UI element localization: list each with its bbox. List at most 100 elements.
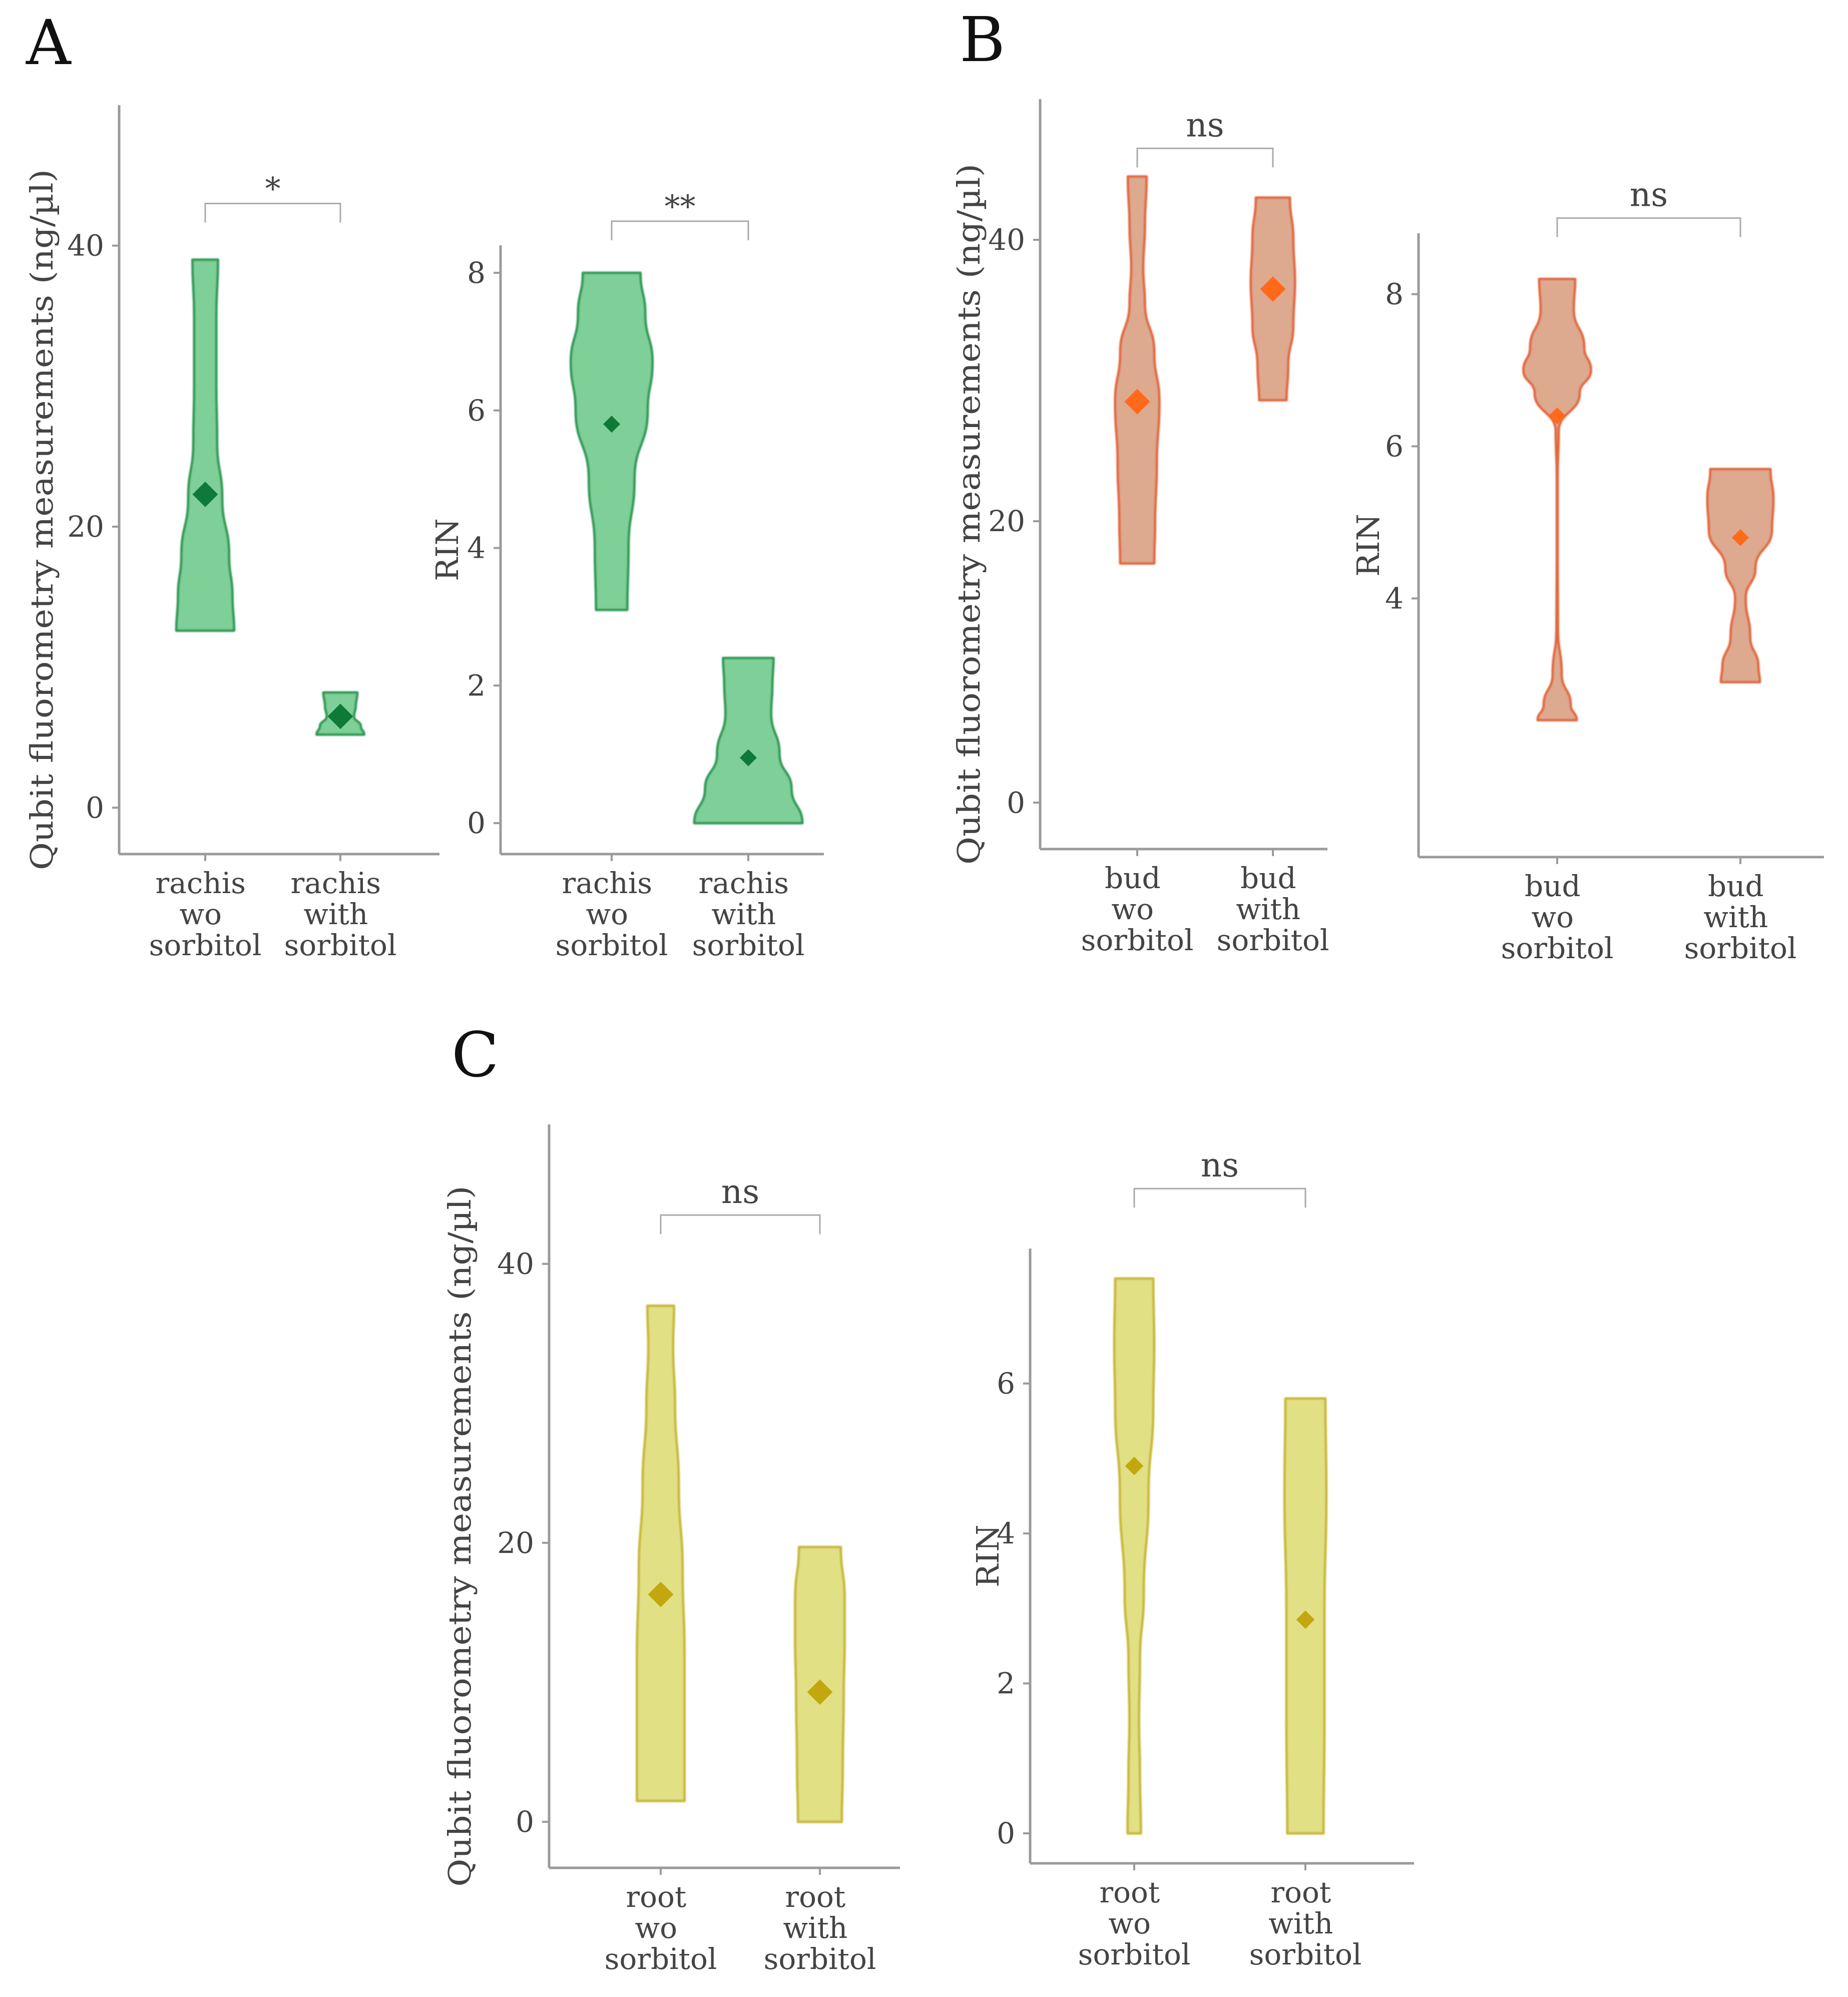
y-tick-label: 0 <box>86 790 104 825</box>
x-tick-label: bud wo sorbitol <box>1081 861 1194 957</box>
mean-marker <box>740 749 757 766</box>
violin-wo-sorbitol <box>569 271 654 611</box>
panel-label-c: C <box>451 1019 499 1091</box>
violin-wo-sorbitol <box>175 258 236 632</box>
chart-c-qubit: Qubit fluorometry measurements (ng/µl) 0… <box>441 1124 900 1976</box>
x-label-line: wo <box>1531 900 1574 934</box>
y-axis-title: Qubit fluorometry measurements (ng/µl) <box>951 164 987 865</box>
x-tick-label: bud wo sorbitol <box>1501 869 1614 965</box>
y-axis-title: Qubit fluorometry measurements (ng/µl) <box>24 169 60 870</box>
x-label-line: sorbitol <box>284 928 397 962</box>
x-tick-label: root with sorbitol <box>764 1880 876 1976</box>
y-tick-label: 8 <box>467 256 486 290</box>
y-axis-title: RIN <box>1350 514 1387 576</box>
x-axis: bud wo sorbitol bud with sorbitol <box>1040 848 1329 957</box>
violin-wo-sorbitol <box>635 1304 686 1802</box>
x-label-line: rachis <box>562 866 652 900</box>
x-tick-label: root with sorbitol <box>1249 1875 1362 1971</box>
mean-marker <box>192 482 218 507</box>
x-label-line: root <box>626 1880 686 1914</box>
y-axis: RIN 0 2 4 6 8 <box>429 245 502 854</box>
violin-with-sorbitol <box>693 656 804 825</box>
significance-label: ns <box>1201 1146 1239 1184</box>
x-axis: root wo sorbitol root with sorbitol <box>1030 1862 1414 1971</box>
x-label-line: root <box>785 1880 845 1914</box>
y-tick-label: 40 <box>988 223 1025 257</box>
x-label-line: bud <box>1708 869 1764 903</box>
x-label-line: sorbitol <box>1078 1937 1191 1971</box>
violins <box>569 271 804 825</box>
chart-a-rin: RIN 0 2 4 6 8 rachis wo sorbitol rachis … <box>429 188 824 962</box>
significance-bracket: ns <box>1556 176 1741 237</box>
panel-label-b: B <box>960 4 1005 76</box>
y-tick-label: 0 <box>1007 785 1025 820</box>
x-tick-label: root wo sorbitol <box>605 1880 717 1976</box>
x-axis: bud wo sorbitol bud with sorbitol <box>1419 856 1824 965</box>
x-label-line: root <box>1099 1875 1160 1909</box>
x-label-line: with <box>1703 900 1768 934</box>
x-label-line: wo <box>1108 1906 1151 1940</box>
violin-wo-sorbitol <box>1113 1277 1156 1835</box>
x-label-line: with <box>303 897 368 931</box>
y-tick-label: 2 <box>997 1667 1015 1701</box>
significance-label: ns <box>1630 176 1668 214</box>
y-axis: Qubit fluorometry measurements (ng/µl) 0… <box>24 105 121 870</box>
y-tick-label: 40 <box>67 229 104 263</box>
x-label-line: with <box>711 897 776 931</box>
y-tick-label: 8 <box>1385 277 1404 311</box>
y-tick-label: 6 <box>467 393 486 428</box>
x-label-line: sorbitol <box>1249 1937 1362 1971</box>
mean-marker <box>1732 529 1749 546</box>
x-label-line: sorbitol <box>1684 931 1797 965</box>
y-axis-title: Qubit fluorometry measurements (ng/µl) <box>441 1186 478 1887</box>
bracket-line <box>1136 147 1274 168</box>
x-label-line: rachis <box>156 866 246 900</box>
bracket-line <box>660 1214 821 1235</box>
x-label-line: wo <box>635 1911 677 1945</box>
y-tick-label: 0 <box>997 1816 1015 1850</box>
chart-b-rin: RIN 4 6 8 bud wo sorbitol bud with sorbi… <box>1350 176 1824 965</box>
y-tick-label: 6 <box>1385 429 1404 463</box>
x-axis: rachis wo sorbitol rachis with sorbitol <box>501 853 824 962</box>
significance-bracket: ns <box>1133 1146 1306 1208</box>
x-label-line: rachis <box>699 866 789 900</box>
y-tick-label: 20 <box>497 1526 534 1560</box>
violins <box>175 258 366 736</box>
x-label-line: sorbitol <box>1501 931 1614 965</box>
chart-c-rin: RIN 0 2 4 6 root wo sorbitol root with s… <box>970 1146 1414 1971</box>
x-label-line: rachis <box>291 866 381 900</box>
violins <box>1113 1277 1328 1835</box>
x-tick-label: rachis with sorbitol <box>692 866 805 962</box>
chart-b-qubit: Qubit fluorometry measurements (ng/µl) 0… <box>951 99 1329 957</box>
x-tick-label: bud with sorbitol <box>1684 869 1797 965</box>
y-tick-label: 20 <box>988 504 1025 538</box>
x-axis: rachis wo sorbitol rachis with sorbitol <box>119 853 439 962</box>
y-axis: RIN 0 2 4 6 <box>970 1249 1032 1863</box>
violin-with-sorbitol <box>1706 468 1775 683</box>
violin-wo-sorbitol <box>1522 277 1592 721</box>
bracket-line <box>1556 217 1741 237</box>
x-label-line: with <box>1236 892 1300 926</box>
x-axis: root wo sorbitol root with sorbitol <box>549 1866 900 1976</box>
mean-marker <box>1125 1456 1144 1475</box>
significance-bracket: ** <box>611 188 749 240</box>
significance-bracket: * <box>204 170 341 223</box>
x-label-line: sorbitol <box>764 1942 876 1976</box>
y-axis-title: RIN <box>429 518 466 581</box>
x-tick-label: rachis wo sorbitol <box>556 866 668 962</box>
significance-label: * <box>265 170 281 207</box>
bracket-line <box>1133 1187 1306 1208</box>
x-label-line: with <box>783 1911 847 1945</box>
violins <box>635 1304 846 1823</box>
x-label-line: sorbitol <box>149 928 262 962</box>
significance-bracket: ns <box>1136 106 1274 168</box>
y-tick-label: 0 <box>516 1805 534 1839</box>
x-tick-label: root wo sorbitol <box>1078 1875 1191 1971</box>
significance-bracket: ns <box>660 1172 821 1235</box>
x-label-line: with <box>1268 1906 1333 1940</box>
x-tick-label: bud with sorbitol <box>1217 861 1329 957</box>
y-tick-label: 20 <box>67 510 104 544</box>
mean-marker <box>1296 1610 1315 1629</box>
significance-label: ** <box>665 188 696 225</box>
